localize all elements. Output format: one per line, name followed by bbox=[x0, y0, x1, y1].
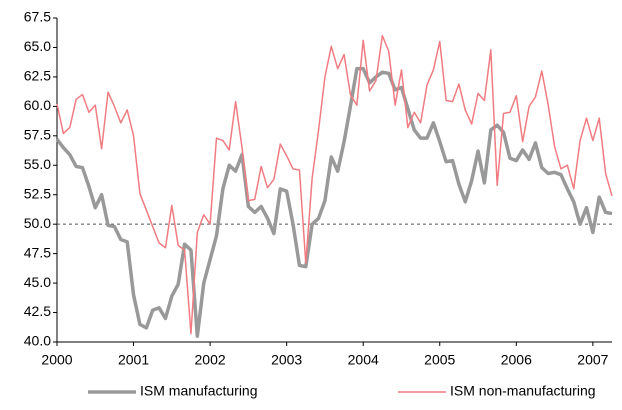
y-tick-label: 55.0 bbox=[24, 156, 51, 172]
y-tick-label: 52.5 bbox=[24, 185, 51, 201]
series-line bbox=[56, 34, 613, 335]
x-tick-label: 2006 bbox=[501, 352, 532, 368]
legend-label: ISM manufacturing bbox=[140, 383, 258, 399]
y-tick-label: 57.5 bbox=[24, 127, 51, 143]
series-line bbox=[55, 66, 613, 338]
y-tick-label: 42.5 bbox=[24, 303, 51, 319]
x-tick-label: 2001 bbox=[118, 352, 149, 368]
x-tick-label: 2004 bbox=[348, 352, 379, 368]
y-tick-label: 62.5 bbox=[24, 68, 51, 84]
y-tick-label: 60.0 bbox=[24, 97, 51, 113]
x-tick-label: 2003 bbox=[271, 352, 302, 368]
y-tick-label: 50.0 bbox=[24, 215, 51, 231]
x-tick-label: 2000 bbox=[41, 352, 72, 368]
y-tick-label: 40.0 bbox=[24, 333, 51, 349]
y-tick-label: 65.0 bbox=[24, 38, 51, 54]
x-tick-label: 2007 bbox=[577, 352, 608, 368]
y-tick-label: 45.0 bbox=[24, 274, 51, 290]
y-tick-label: 67.5 bbox=[24, 9, 51, 25]
legend-label: ISM non-manufacturing bbox=[450, 383, 596, 399]
y-tick-label: 47.5 bbox=[24, 244, 51, 260]
x-tick-label: 2002 bbox=[195, 352, 226, 368]
x-tick-label: 2005 bbox=[424, 352, 455, 368]
